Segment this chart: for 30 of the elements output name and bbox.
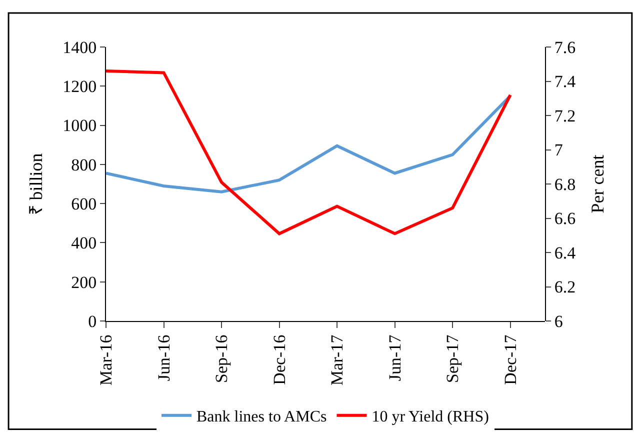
x-tick-label: Dec-16 bbox=[270, 334, 289, 385]
x-tick-label: Jun-16 bbox=[154, 334, 174, 382]
y-axis-title: ₹ billion bbox=[26, 153, 46, 215]
y2-tick-label: 6 bbox=[554, 312, 563, 331]
y2-tick-label: 6.6 bbox=[554, 209, 576, 228]
y-tick-label: 200 bbox=[71, 272, 97, 292]
y2-tick-label: 7.2 bbox=[554, 106, 576, 126]
y-tick-label: 800 bbox=[71, 155, 97, 174]
y2-tick-label: 7.6 bbox=[554, 38, 576, 57]
y-tick-label: 600 bbox=[71, 194, 97, 214]
y2-tick-label: 6.2 bbox=[554, 278, 576, 297]
y2-tick-label: 7.4 bbox=[554, 72, 576, 92]
x-tick-label: Sep-16 bbox=[212, 334, 232, 383]
y-tick-label: 400 bbox=[71, 234, 97, 253]
legend-label: Bank lines to AMCs bbox=[196, 408, 327, 426]
legend-label: 10 yr Yield (RHS) bbox=[372, 408, 489, 426]
y2-tick-label: 6.4 bbox=[554, 243, 576, 262]
x-tick-label: Jun-17 bbox=[385, 334, 404, 382]
line-series bbox=[106, 69, 512, 236]
y2-axis-title: Per cent bbox=[587, 154, 608, 214]
x-tick-label: Dec-17 bbox=[500, 334, 520, 385]
y-tick-label: 1000 bbox=[62, 116, 97, 136]
y-tick-label: 1400 bbox=[62, 38, 97, 57]
x-tick-label: Mar-16 bbox=[96, 334, 116, 386]
y2-tick-label: 7 bbox=[554, 140, 564, 160]
y-tick-label: 1200 bbox=[62, 77, 97, 96]
y-tick-label: 0 bbox=[88, 312, 97, 331]
x-tick-label: Mar-17 bbox=[328, 334, 347, 386]
y2-tick-label: 6.8 bbox=[554, 174, 576, 194]
x-tick-label: Sep-17 bbox=[443, 334, 462, 383]
